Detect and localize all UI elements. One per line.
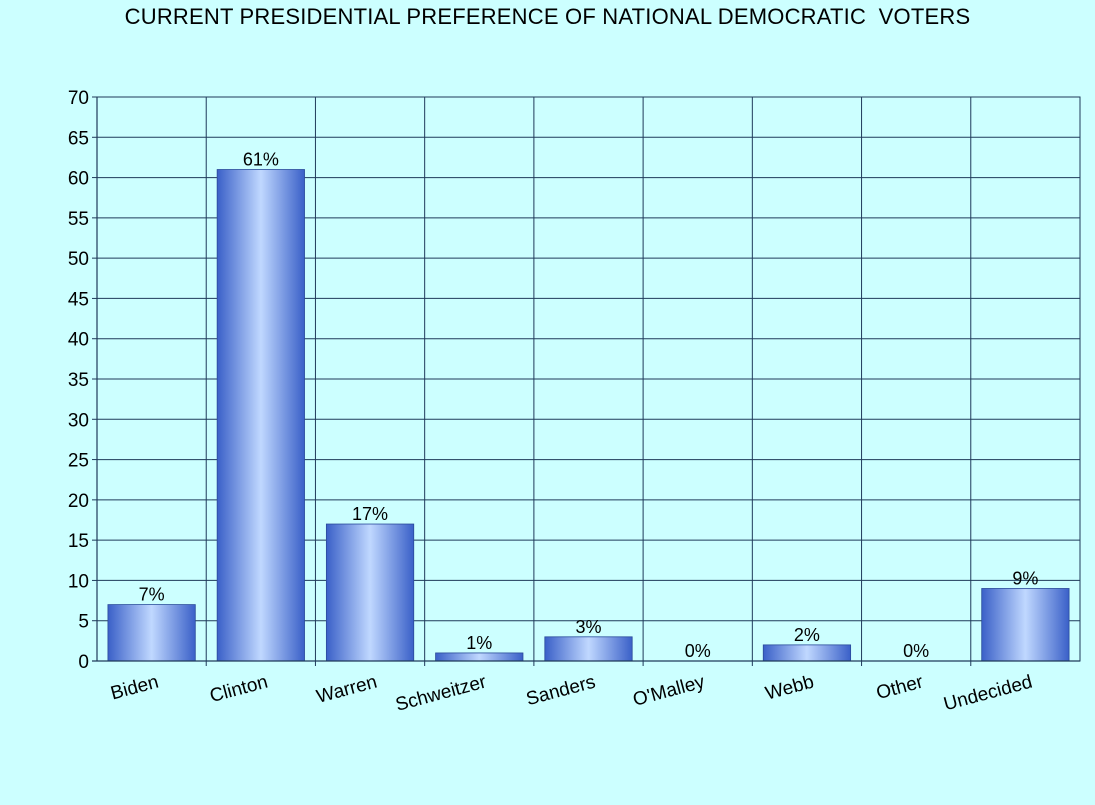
category-label: Schweitzer (393, 671, 489, 716)
data-label: 3% (575, 617, 601, 637)
data-label: 17% (352, 504, 388, 524)
y-tick-label: 30 (68, 410, 89, 431)
bar (325, 523, 415, 662)
category-label: Biden (109, 672, 161, 705)
y-tick-label: 25 (68, 451, 89, 472)
category-label: Warren (314, 672, 379, 708)
data-label: 0% (903, 641, 929, 661)
category-label: Webb (763, 672, 816, 705)
data-label: 9% (1012, 568, 1038, 588)
y-tick-label: 65 (68, 128, 89, 149)
y-tick-label: 40 (68, 330, 89, 351)
data-label: 2% (794, 625, 820, 645)
data-label: 61% (243, 150, 279, 170)
bar (981, 588, 1070, 662)
y-tick-label: 15 (68, 531, 89, 552)
bar (435, 652, 524, 662)
category-label: Clinton (208, 672, 271, 708)
category-label: Undecided (941, 672, 1034, 716)
data-label: 1% (466, 633, 492, 653)
bar (762, 644, 852, 662)
bars (107, 169, 1070, 662)
y-tick-label: 5 (78, 612, 89, 633)
category-label: O'Malley (631, 671, 708, 710)
bar (216, 169, 305, 662)
y-tick-label: 60 (68, 169, 89, 190)
y-tick-label: 10 (68, 571, 89, 592)
chart-title: CURRENT PRESIDENTIAL PREFERENCE OF NATIO… (124, 4, 971, 29)
y-tick-label: 50 (68, 249, 89, 270)
y-tick-label: 20 (68, 491, 89, 512)
data-label: 0% (685, 641, 711, 661)
bar (544, 636, 633, 662)
y-tick-label: 70 (68, 88, 89, 109)
y-tick-label: 45 (68, 289, 89, 310)
y-tick-label: 35 (68, 370, 89, 391)
data-labels: 7% 61% 17% 1% 3% 0% 2% 0% 9% (139, 150, 1039, 661)
category-label: Sanders (524, 672, 598, 711)
y-tick-label: 0 (78, 652, 89, 673)
data-label: 7% (139, 585, 165, 605)
bar (107, 604, 196, 662)
y-tick-label: 55 (68, 209, 89, 230)
category-label: Other (874, 671, 926, 704)
